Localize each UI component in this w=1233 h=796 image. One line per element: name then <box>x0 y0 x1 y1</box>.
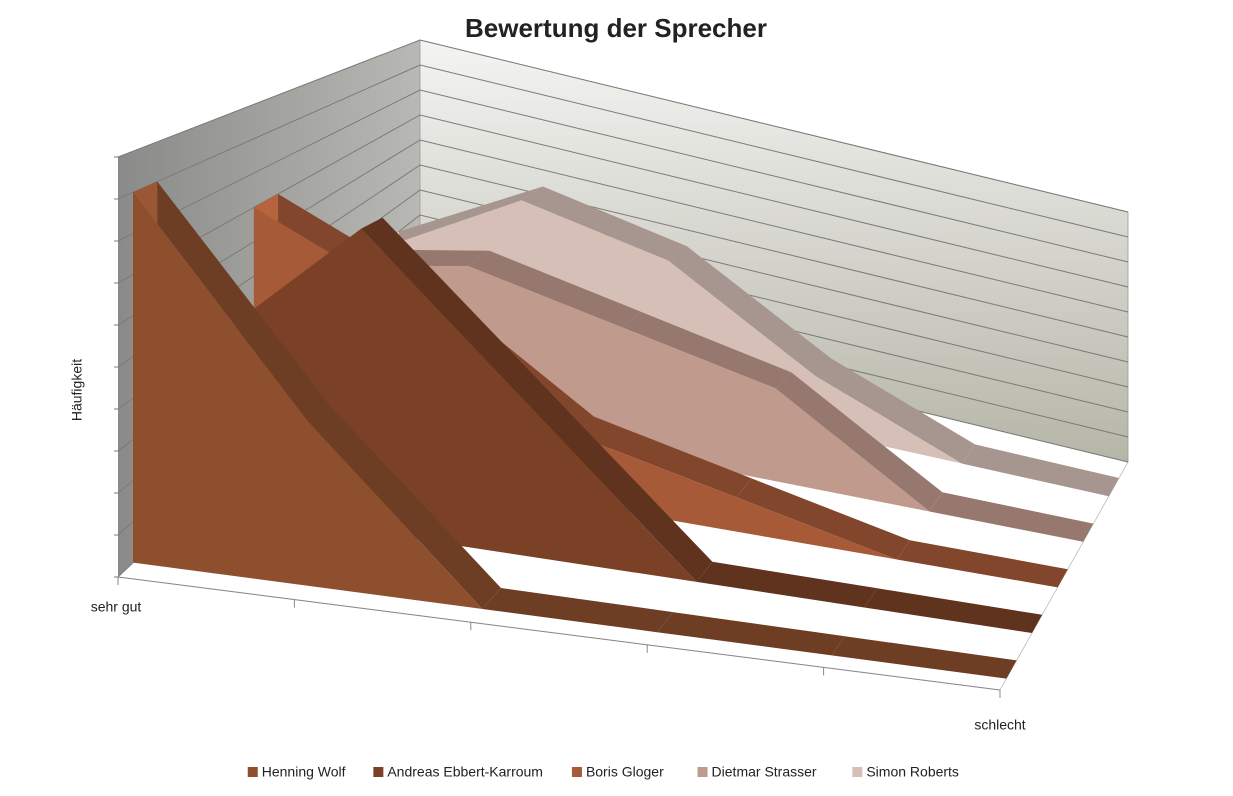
area <box>374 200 1109 497</box>
ribbon-top <box>962 444 1119 497</box>
chart-title: Bewertung der Sprecher <box>465 13 767 43</box>
grid-line <box>114 89 1129 263</box>
legend-label: Boris Gloger <box>586 764 664 780</box>
ribbon-top <box>775 372 943 512</box>
ribbon-top <box>864 588 1043 633</box>
ribbon-top <box>696 561 878 608</box>
area <box>314 266 1084 542</box>
grid-line <box>114 64 1129 238</box>
x-tick-label: schlecht <box>974 717 1025 733</box>
ribbon-top <box>831 636 1017 679</box>
ribbon-top <box>482 588 673 633</box>
plot-area <box>133 181 1119 679</box>
legend-swatch <box>247 767 258 777</box>
ribbon-top <box>374 186 543 251</box>
legend-swatch <box>373 767 384 777</box>
grid-line <box>114 114 1129 288</box>
ribbon-top <box>133 181 330 422</box>
ribbon-top <box>307 404 501 609</box>
legend-label: Dietmar Strasser <box>712 764 817 780</box>
ribbon-top <box>361 217 548 406</box>
ribbon-top <box>736 478 910 560</box>
grid-line <box>114 39 1129 213</box>
ribbon-top <box>896 540 1068 588</box>
legend: Henning Wolf Andreas Ebbert-Karroum Boris … <box>247 764 959 780</box>
y-axis-label: Häufigkeit <box>69 359 85 421</box>
ribbon-top <box>521 186 687 261</box>
ribbon-top <box>528 389 713 582</box>
legend-label: Andreas Ebbert-Karroum <box>387 764 543 780</box>
x-axis <box>117 576 1001 691</box>
series <box>133 181 1017 679</box>
ribbon-top <box>621 311 792 389</box>
ribbon-top <box>929 492 1094 542</box>
legend-label: Simon Roberts <box>866 764 959 780</box>
area <box>133 192 1007 679</box>
ribbon-top <box>668 246 831 376</box>
legend-swatch <box>852 767 863 777</box>
x-tick-label: sehr gut <box>91 599 142 615</box>
ribbon-top <box>815 358 975 464</box>
ribbon-top <box>575 416 752 498</box>
legend-swatch <box>571 767 582 777</box>
legend-swatch <box>697 767 708 777</box>
legend-label: Henning Wolf <box>262 764 346 780</box>
ribbon-top <box>657 612 845 656</box>
ribbon-top <box>468 250 641 328</box>
